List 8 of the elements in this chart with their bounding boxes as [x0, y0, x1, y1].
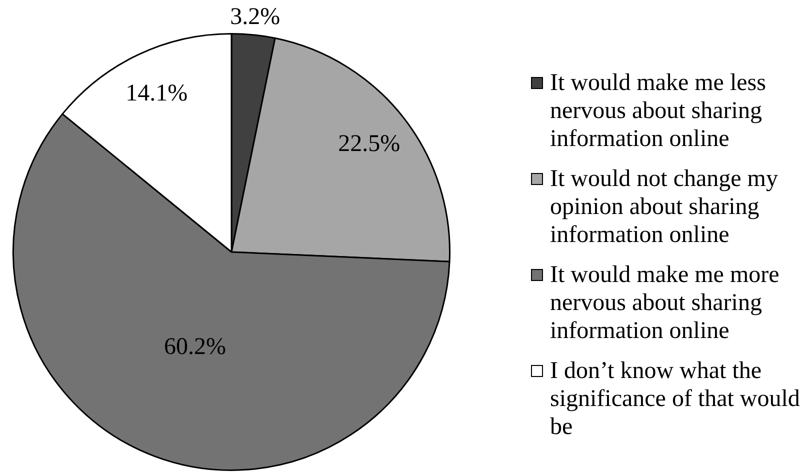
legend-label: It would not change my opinion about sharing information online: [550, 165, 779, 249]
legend-label: I don’t know what the significance of that would be: [550, 357, 801, 441]
data-label: 14.1%: [126, 80, 188, 107]
legend-label: It would make me less nervous about sharing information online: [550, 69, 767, 153]
legend-label: It would make me more nervous about sharing information online: [550, 261, 780, 345]
data-label: 60.2%: [164, 334, 226, 360]
data-label: 3.2%: [230, 4, 280, 30]
data-label: 22.5%: [338, 130, 400, 157]
